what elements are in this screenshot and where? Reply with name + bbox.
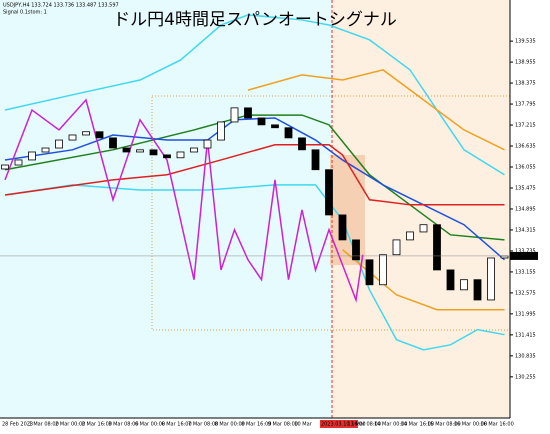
candle	[460, 279, 468, 291]
candle	[446, 269, 455, 291]
current-price-label: 133.597	[512, 253, 533, 259]
candle	[338, 214, 347, 241]
x-tick-label: 10 Mar	[294, 422, 312, 428]
candle	[257, 117, 266, 126]
indicator-line	[4, 98, 364, 303]
x-tick-label: 8 Mar 16:00	[241, 422, 271, 428]
y-tick-label: 138.375	[515, 81, 536, 87]
candle	[473, 279, 482, 301]
y-tick-label: 134.315	[515, 227, 536, 233]
y-tick-label: 137.795	[515, 102, 536, 108]
x-tick-label: 14 Mar 16:00	[401, 422, 434, 428]
x-tick-label: 16 Mar 16:00	[480, 422, 513, 428]
x-tick-label: 6 Mar 16:00	[161, 422, 191, 428]
candle	[311, 149, 320, 171]
y-tick-label: 136.635	[515, 144, 536, 150]
candle	[55, 139, 63, 149]
indicator-line	[4, 144, 505, 206]
chart-title: ドル円4時間足スパンオートシグナル	[113, 10, 397, 30]
candle	[271, 124, 279, 129]
y-tick-label: 130.255	[515, 374, 536, 380]
header: USDJPY,H4 133.724 133.736 133.487 133.59…	[3, 3, 119, 9]
x-tick-label: 2 Mar 16:00	[82, 422, 112, 428]
candle	[244, 107, 252, 119]
y-tick-label: 135.475	[515, 185, 536, 191]
y-tick-label: 136.055	[515, 165, 536, 171]
current-price-box	[510, 251, 538, 260]
candle	[284, 127, 293, 139]
candle	[14, 159, 23, 166]
candle	[176, 151, 185, 159]
y-tick-label: 134.895	[515, 206, 536, 212]
past-region	[0, 0, 332, 418]
candle	[487, 257, 495, 301]
candle	[149, 149, 158, 156]
candle	[28, 151, 36, 161]
candle	[433, 224, 441, 271]
candle	[203, 139, 212, 149]
candle	[298, 137, 306, 151]
x-tick-label: 28 Feb 2023	[2, 422, 33, 428]
x-tick-label: 3 Mar 08:00	[108, 422, 138, 428]
indicator-line	[247, 69, 505, 151]
x-tick-label: 14 Mar 00:00	[374, 422, 407, 428]
candle	[406, 231, 414, 241]
x-tick-label: 2023.03.10 16:00	[321, 422, 366, 428]
x-tick-label: 8 Mar 00:00	[215, 422, 245, 428]
y-tick-label: 132.575	[515, 290, 536, 296]
candle	[122, 147, 131, 153]
candle	[365, 259, 374, 286]
candle	[136, 149, 144, 153]
y-tick-label: 131.995	[515, 311, 536, 317]
x-tick-label: 7 Mar 08:00	[188, 422, 218, 428]
y-tick-label: 137.215	[515, 123, 536, 129]
x-tick-label: 6 Mar 00:00	[135, 422, 165, 428]
candle	[41, 147, 50, 153]
x-tick-label: 1 Mar 08:00	[29, 422, 59, 428]
y-tick-label: 133.155	[515, 269, 536, 275]
indicator-label: Signal 0.1stom: 1	[3, 10, 47, 16]
y-tick-label: 130.835	[515, 353, 536, 359]
candle	[190, 147, 198, 153]
x-tick-label: 9 Mar 08:00	[268, 422, 298, 428]
candle	[379, 254, 387, 286]
y-tick-label: 131.415	[515, 332, 536, 338]
candle	[419, 224, 428, 233]
candle	[68, 134, 77, 141]
y-tick-label: 138.955	[515, 60, 536, 66]
candle	[163, 154, 171, 159]
candle	[109, 137, 117, 149]
x-tick-label: 16 Mar 00:00	[454, 422, 487, 428]
x-tick-label: 2 Mar 00:00	[55, 422, 85, 428]
plot	[1, 14, 509, 351]
x-label-highlight	[319, 420, 358, 428]
candle	[230, 107, 239, 123]
y-tick-label: 133.735	[515, 248, 536, 254]
candle	[95, 131, 104, 139]
candle	[217, 121, 225, 141]
candle	[352, 239, 360, 261]
x-tick-label: 13 Mar 08:00	[348, 422, 381, 428]
x-tick-label: 15 Mar 08:00	[427, 422, 460, 428]
candle	[325, 169, 333, 216]
candle	[82, 131, 90, 136]
candle	[392, 239, 401, 256]
candle	[500, 255, 509, 259]
y-tick-label: 139.535	[515, 39, 536, 45]
candle	[1, 164, 9, 170]
